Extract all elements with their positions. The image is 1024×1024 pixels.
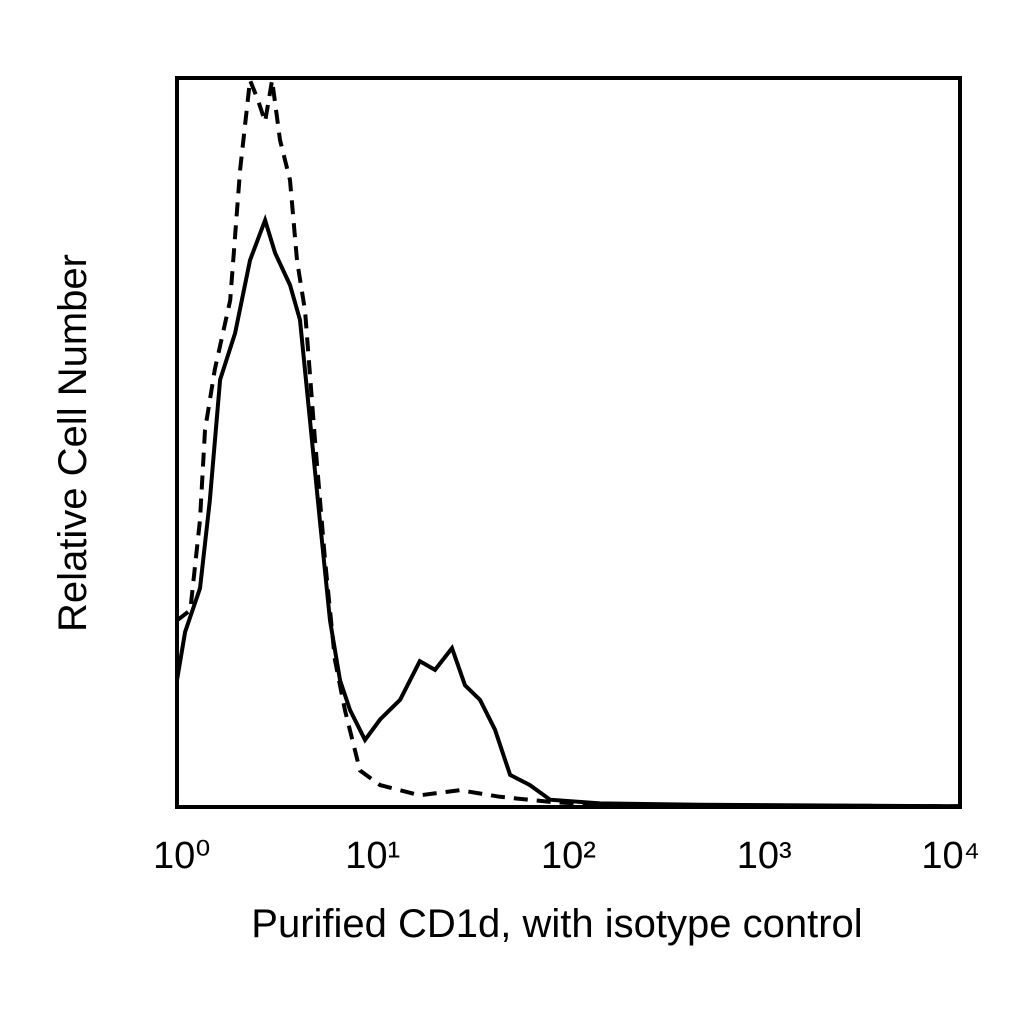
series-line bbox=[175, 213, 961, 809]
x-tick-label: 10² bbox=[541, 835, 596, 877]
plot-frame bbox=[175, 76, 962, 809]
x-tick-label: 10⁰ bbox=[153, 835, 211, 877]
x-axis-label: Purified CD1d, with isotype control bbox=[251, 902, 862, 946]
x-tick-label: 10³ bbox=[737, 835, 792, 877]
x-tick-label: 10¹ bbox=[345, 835, 400, 877]
x-tick-label: 10⁴ bbox=[921, 835, 980, 877]
y-axis-label: Relative Cell Number bbox=[51, 254, 95, 632]
series-line bbox=[175, 79, 961, 809]
